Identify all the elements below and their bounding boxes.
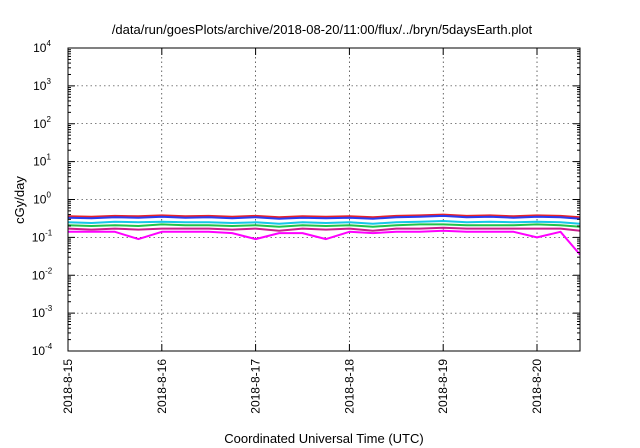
y-axis-label: cGy/day xyxy=(12,176,27,224)
grid-lines xyxy=(68,48,580,351)
x-tick-label: 2018-8-18 xyxy=(342,359,356,414)
series-line-1 xyxy=(67,213,581,219)
x-tick-label: 2018-8-16 xyxy=(155,359,169,414)
series-line-4 xyxy=(67,223,581,228)
y-tick-label: 104 xyxy=(33,39,51,55)
x-axis-label: Coordinated Universal Time (UTC) xyxy=(224,431,423,446)
y-tick-label: 10-2 xyxy=(32,266,53,282)
y-tick-label: 102 xyxy=(33,115,51,131)
y-tick-label: 100 xyxy=(33,191,51,207)
y-tick-label: 103 xyxy=(33,77,51,93)
y-tick-label: 10-1 xyxy=(32,228,53,244)
x-tick-label: 2018-8-20 xyxy=(530,359,544,414)
y-tick-label: 10-3 xyxy=(32,304,53,320)
y-tick-label: 101 xyxy=(33,153,51,169)
x-tick-label: 2018-8-17 xyxy=(249,359,263,414)
x-tick-label: 2018-8-15 xyxy=(61,359,75,414)
chart-title: /data/run/goesPlots/archive/2018-08-20/1… xyxy=(112,22,533,37)
series-line-5 xyxy=(67,226,581,232)
x-tick-label: 2018-8-19 xyxy=(436,359,450,414)
series-lines xyxy=(67,213,581,256)
series-line-3 xyxy=(67,220,581,225)
axis-ticks: 10-4 10-3 10-2 10-1 100 101 102 103 104 2018-8-15… xyxy=(32,39,580,414)
y-tick-label: 10-4 xyxy=(32,342,53,358)
series-line-2 xyxy=(67,214,581,220)
series-line-6 xyxy=(68,229,581,256)
